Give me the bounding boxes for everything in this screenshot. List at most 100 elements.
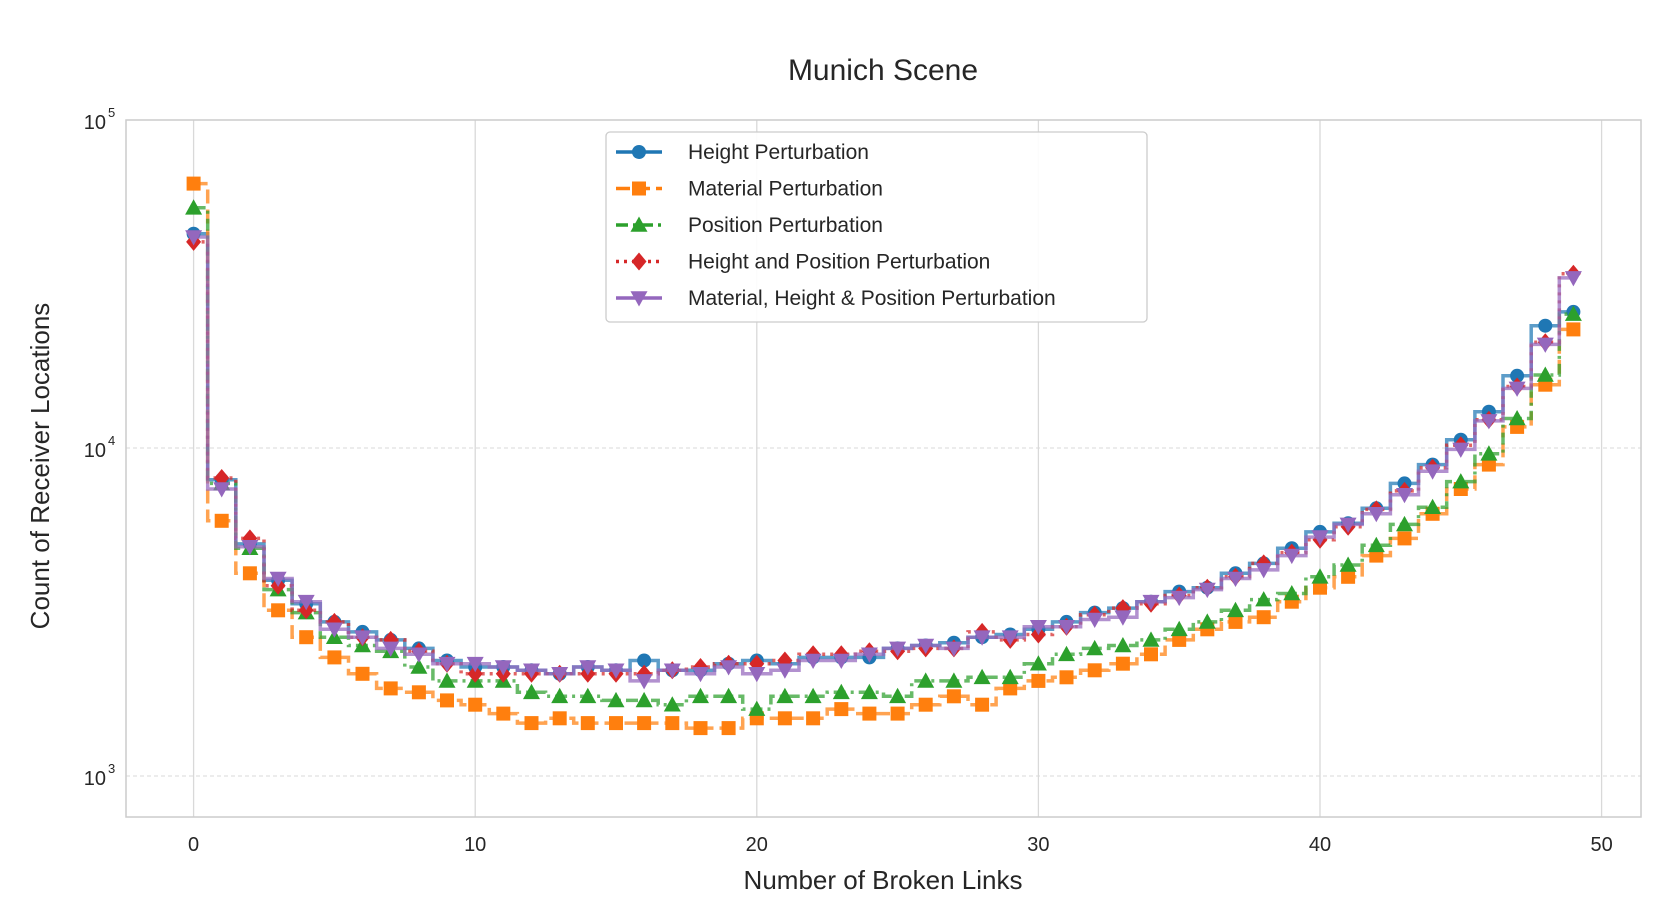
data-point — [1508, 381, 1526, 397]
data-point — [1003, 681, 1018, 696]
data-point — [1256, 610, 1271, 625]
data-point — [1227, 601, 1244, 618]
data-point — [663, 696, 681, 712]
data-point — [890, 706, 905, 721]
x-tick-labels: 0 10 20 30 40 50 — [188, 834, 1613, 856]
data-point — [269, 571, 287, 587]
data-point — [973, 668, 991, 685]
data-point — [1452, 473, 1470, 489]
data-point — [1058, 620, 1075, 636]
data-point — [777, 711, 792, 726]
data-point — [1367, 536, 1385, 553]
data-point — [580, 716, 595, 731]
legend-box — [605, 131, 1148, 323]
data-point — [776, 687, 794, 704]
data-point — [242, 566, 257, 581]
data-point — [523, 663, 540, 679]
y-axis-label: Count of Receiver Locations — [25, 303, 55, 630]
data-point — [579, 660, 597, 676]
data-point — [630, 291, 648, 307]
data-point — [804, 687, 822, 704]
data-point — [383, 681, 398, 696]
x-tick-label: 40 — [1309, 834, 1331, 856]
data-point — [862, 706, 877, 721]
data-point — [1452, 442, 1470, 458]
data-point — [1311, 568, 1329, 584]
data-point — [1144, 647, 1158, 662]
data-point — [917, 672, 935, 688]
data-point — [1564, 271, 1582, 287]
data-point — [1198, 613, 1216, 629]
data-point — [607, 691, 625, 708]
data-point — [271, 603, 286, 618]
data-point — [1341, 569, 1356, 584]
data-point — [1227, 571, 1244, 587]
legend-label: Height and Position Perturbation — [688, 251, 990, 274]
data-point — [1114, 610, 1132, 626]
data-point — [834, 702, 849, 717]
x-tick-label: 10 — [464, 834, 486, 856]
data-point — [467, 664, 483, 683]
data-point — [1538, 318, 1553, 333]
data-point — [635, 691, 653, 708]
data-point — [551, 667, 569, 683]
series-group — [185, 176, 1582, 736]
data-point — [1311, 530, 1329, 546]
data-point — [299, 630, 314, 645]
data-point — [607, 663, 625, 679]
data-point — [1283, 548, 1301, 565]
data-point — [918, 697, 933, 712]
data-point — [945, 672, 963, 688]
data-point — [632, 145, 646, 159]
data-point — [438, 672, 456, 688]
data-point — [692, 667, 709, 683]
data-point — [946, 689, 961, 704]
legend-item: Height and Position Perturbation — [616, 251, 990, 274]
data-point — [1424, 498, 1442, 514]
legend-item: Position Perturbation — [616, 214, 883, 237]
data-point — [860, 683, 878, 700]
data-point — [748, 700, 766, 716]
data-point — [1170, 620, 1188, 637]
data-point — [1564, 305, 1582, 321]
data-point — [776, 663, 794, 679]
y-tick-exponent: 4 — [108, 433, 115, 448]
data-point — [382, 641, 400, 657]
data-point — [298, 601, 314, 620]
data-point — [889, 641, 907, 657]
data-point — [609, 716, 623, 731]
legend: Height Perturbation Material Perturbation… — [605, 131, 1148, 323]
y-tick-exponent: 5 — [108, 105, 115, 120]
data-point — [1536, 366, 1554, 382]
data-point — [1170, 590, 1188, 607]
data-point — [1283, 585, 1301, 601]
data-point — [748, 667, 766, 683]
data-point — [1198, 582, 1216, 599]
data-point — [1031, 673, 1046, 688]
data-point — [720, 687, 738, 704]
data-point — [1115, 656, 1130, 671]
series-line — [193, 235, 1574, 683]
data-point — [1086, 639, 1104, 656]
data-point — [410, 647, 428, 663]
data-point — [494, 660, 512, 676]
data-point — [1001, 668, 1019, 685]
data-point — [552, 711, 567, 726]
data-point — [1255, 591, 1273, 607]
data-point — [438, 656, 456, 673]
x-tick-label: 20 — [746, 834, 768, 856]
y-tick-exponent: 3 — [108, 761, 115, 776]
data-point — [1029, 655, 1047, 671]
legend-label: Position Perturbation — [688, 214, 883, 237]
data-point — [551, 687, 569, 704]
legend-label: Material Perturbation — [688, 178, 883, 201]
data-point — [185, 199, 203, 215]
data-point — [1480, 445, 1498, 461]
data-point — [297, 594, 315, 611]
data-point — [1313, 580, 1327, 595]
data-point — [917, 638, 935, 654]
data-point — [410, 658, 428, 674]
data-point — [637, 716, 652, 731]
data-point — [523, 683, 540, 700]
